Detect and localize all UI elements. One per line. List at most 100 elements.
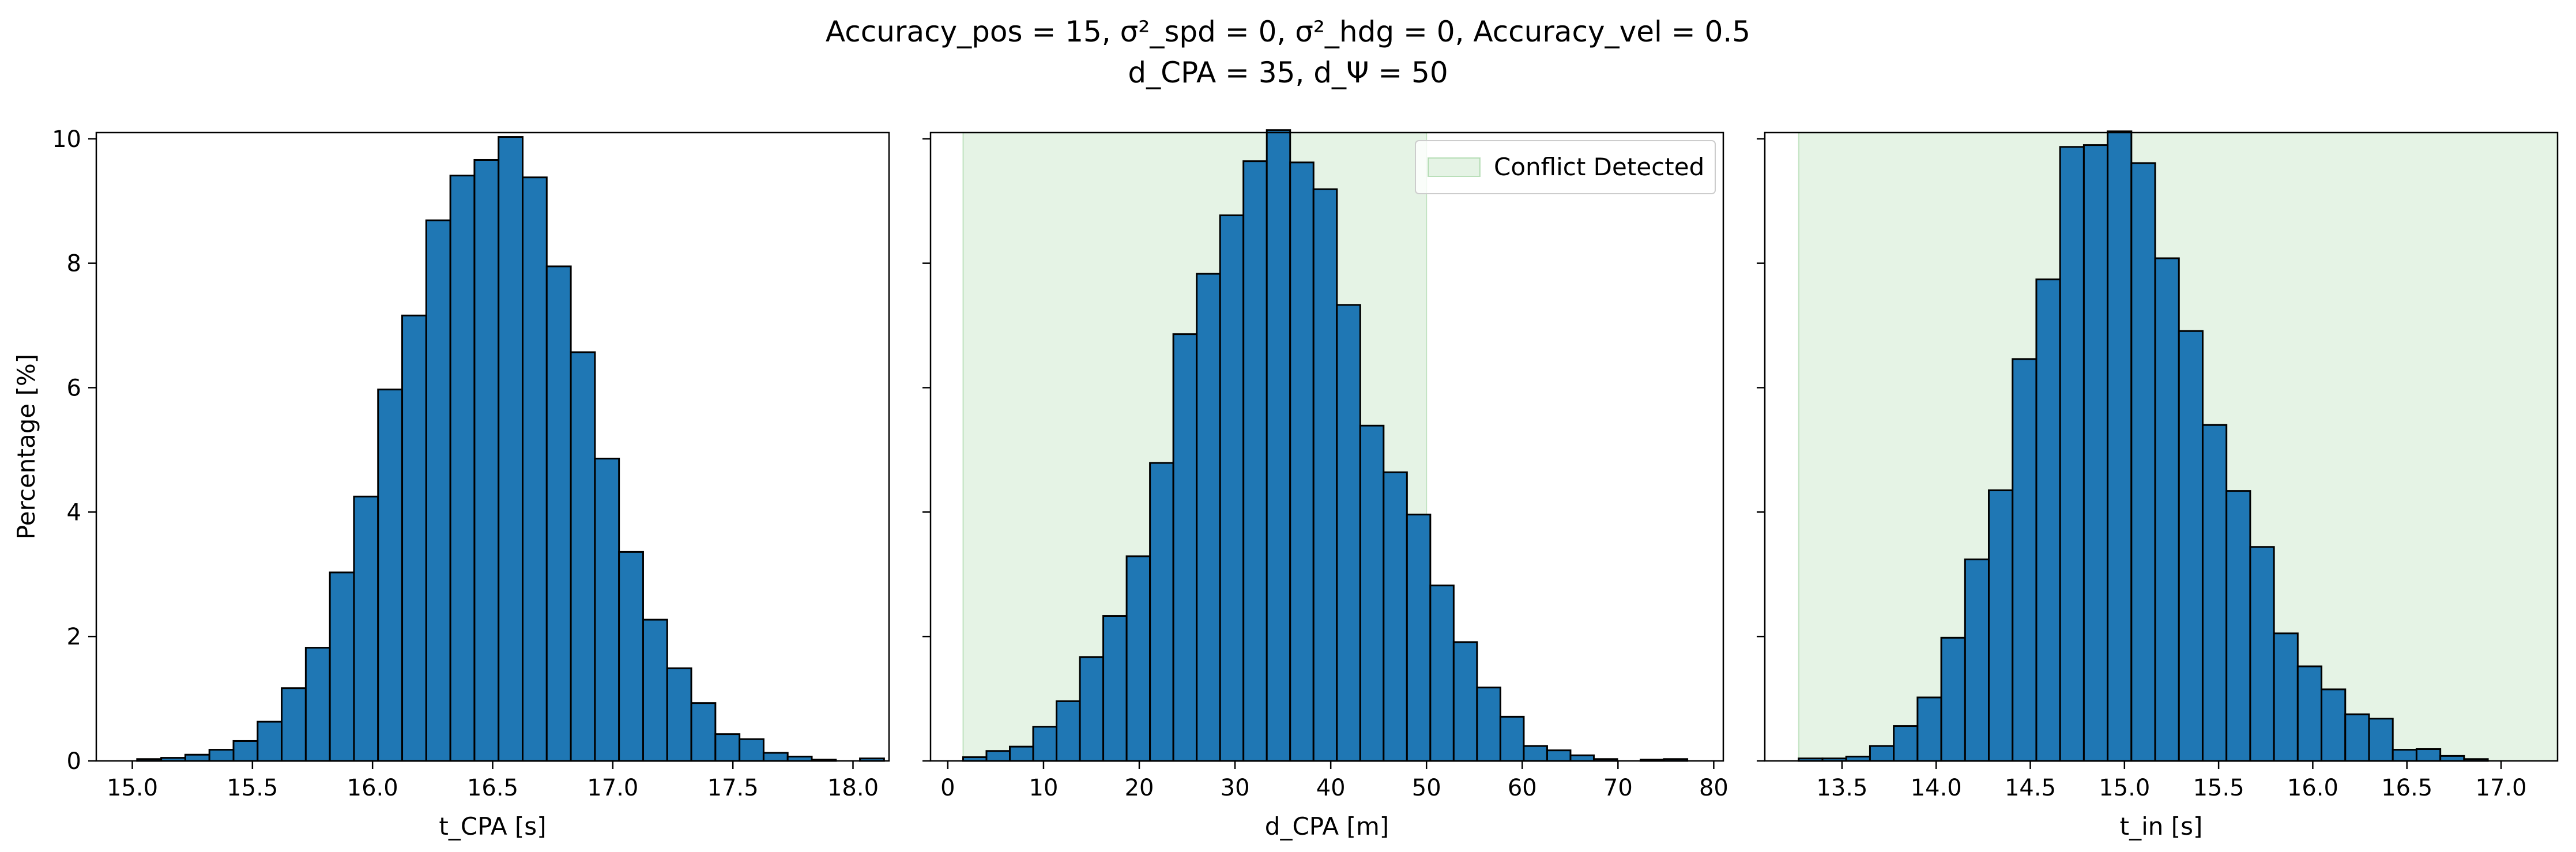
histogram-bar xyxy=(762,752,789,762)
histogram-bar xyxy=(2296,665,2323,762)
histogram-bar xyxy=(1149,462,1174,762)
histogram-bar xyxy=(739,738,764,762)
figure-title-line-1: Accuracy_pos = 15, σ²_spd = 0, σ²_hdg = … xyxy=(826,15,1750,48)
x-tick-label: 30 xyxy=(1221,775,1250,801)
x-tick-label: 16.0 xyxy=(347,775,398,801)
x-tick-label: 16.5 xyxy=(467,775,518,801)
histogram-bar xyxy=(1569,754,1595,762)
x-tick-label: 14.0 xyxy=(1911,775,1962,801)
histogram-bar xyxy=(184,753,210,762)
histogram-bar xyxy=(2059,146,2085,762)
y-tick-label: 8 xyxy=(67,251,81,277)
histogram-bar xyxy=(1125,555,1151,762)
histogram-bar xyxy=(401,314,427,762)
histogram-bar xyxy=(1916,696,1942,762)
histogram-bar xyxy=(2107,130,2133,762)
histogram-bar xyxy=(1499,715,1525,762)
histogram-bar xyxy=(1336,304,1361,762)
histogram-bar xyxy=(666,667,692,762)
histogram-bar xyxy=(1383,471,1408,762)
xticks-tin: 13.5 14.0 14.5 15.0 15.5 16.0 16.5 17.0 xyxy=(1816,761,2527,801)
x-tick-label: 15.0 xyxy=(107,775,158,801)
x-tick-label: 50 xyxy=(1412,775,1441,801)
xlabel-dcpa: d_CPA [m] xyxy=(1265,812,1389,840)
histogram-bar xyxy=(2439,755,2465,762)
histogram-bar xyxy=(2321,688,2347,762)
x-tick-label: 15.0 xyxy=(2099,775,2150,801)
histogram-bar xyxy=(2154,257,2180,762)
x-tick-label: 15.5 xyxy=(227,775,278,801)
x-tick-label: 40 xyxy=(1316,775,1346,801)
histogram-bar xyxy=(1242,160,1268,762)
y-tick-label: 4 xyxy=(67,499,81,526)
legend-label-conflict: Conflict Detected xyxy=(1494,153,1704,181)
bars-tin xyxy=(1798,130,2489,762)
histogram-bar xyxy=(714,733,741,762)
x-tick-label: 17.0 xyxy=(2475,775,2526,801)
histogram-bar xyxy=(570,351,596,762)
histogram-bar xyxy=(1429,585,1455,762)
axes-frame-dcpa xyxy=(929,131,1724,762)
histogram-bar xyxy=(498,136,524,762)
histogram-bar xyxy=(208,749,235,762)
bars-tcpa xyxy=(136,136,885,762)
x-tick-label: 13.5 xyxy=(1816,775,1867,801)
histogram-bar xyxy=(1312,188,1338,762)
histogram-bar xyxy=(1546,749,1572,762)
panel-tin: 13.5 14.0 14.5 15.0 15.5 16.0 16.5 17.0 t_in [s… xyxy=(1757,130,2559,840)
histogram-bar xyxy=(1266,129,1291,762)
histogram-bar xyxy=(425,219,451,762)
histogram-bar xyxy=(1476,687,1501,762)
x-tick-label: 17.5 xyxy=(707,775,759,801)
y-tick-label: 6 xyxy=(67,375,81,401)
histogram-bar xyxy=(2225,490,2251,762)
histogram-bar xyxy=(618,551,644,762)
histogram-bar xyxy=(353,495,379,762)
x-tick-label: 15.5 xyxy=(2193,775,2244,801)
histogram-bar xyxy=(257,721,283,762)
histogram-bar xyxy=(377,389,404,762)
x-tick-label: 0 xyxy=(940,775,955,801)
histogram-bar xyxy=(2201,424,2228,762)
histogram-bar xyxy=(1196,273,1221,762)
histogram-bar xyxy=(2178,330,2204,762)
histogram-bar xyxy=(2273,632,2299,762)
histogram-bar xyxy=(1009,745,1034,762)
x-tick-label: 70 xyxy=(1603,775,1633,801)
y-tick-label: 10 xyxy=(52,126,81,153)
histogram-bar xyxy=(473,159,500,762)
xlabel-tcpa: t_CPA [s] xyxy=(439,812,546,840)
figure-title-line-2: d_CPA = 35, d_Ψ = 50 xyxy=(1128,56,1448,89)
histogram-bar xyxy=(1359,424,1385,762)
histogram-bar xyxy=(1172,333,1198,762)
legend-swatch-conflict xyxy=(1428,157,1481,177)
yticks-tin xyxy=(1757,138,1765,762)
x-tick-label: 16.5 xyxy=(2381,775,2432,801)
histogram-bar xyxy=(1406,514,1432,762)
x-tick-label: 60 xyxy=(1508,775,1537,801)
histogram-bar xyxy=(1869,745,1895,762)
y-tick-label: 2 xyxy=(67,624,81,650)
yticks-dcpa xyxy=(922,138,931,762)
histogram-bar xyxy=(2415,748,2442,762)
panel-dcpa: 0 10 20 30 40 50 60 70 80 d_CPA [m] Conflict Det… xyxy=(922,129,1728,840)
histogram-bar xyxy=(690,702,717,762)
histogram-bar xyxy=(1893,725,1919,762)
histogram-bar xyxy=(642,619,668,762)
histogram-bar xyxy=(281,687,307,762)
x-tick-label: 16.0 xyxy=(2287,775,2338,801)
xticks-dcpa: 0 10 20 30 40 50 60 70 80 xyxy=(940,761,1728,801)
histogram-bar xyxy=(985,750,1011,762)
x-tick-label: 20 xyxy=(1125,775,1154,801)
histogram-bar xyxy=(1219,214,1245,762)
histogram-bar xyxy=(304,647,331,762)
histogram-bar xyxy=(2082,144,2109,762)
histogram-bar xyxy=(1452,641,1478,762)
x-tick-label: 10 xyxy=(1029,775,1059,801)
histogram-bar xyxy=(1079,656,1105,762)
histogram-bar xyxy=(1056,700,1081,762)
xlabel-tin: t_in [s] xyxy=(2120,812,2203,840)
histogram-bar xyxy=(1032,726,1058,762)
histogram-bar xyxy=(2344,713,2370,762)
